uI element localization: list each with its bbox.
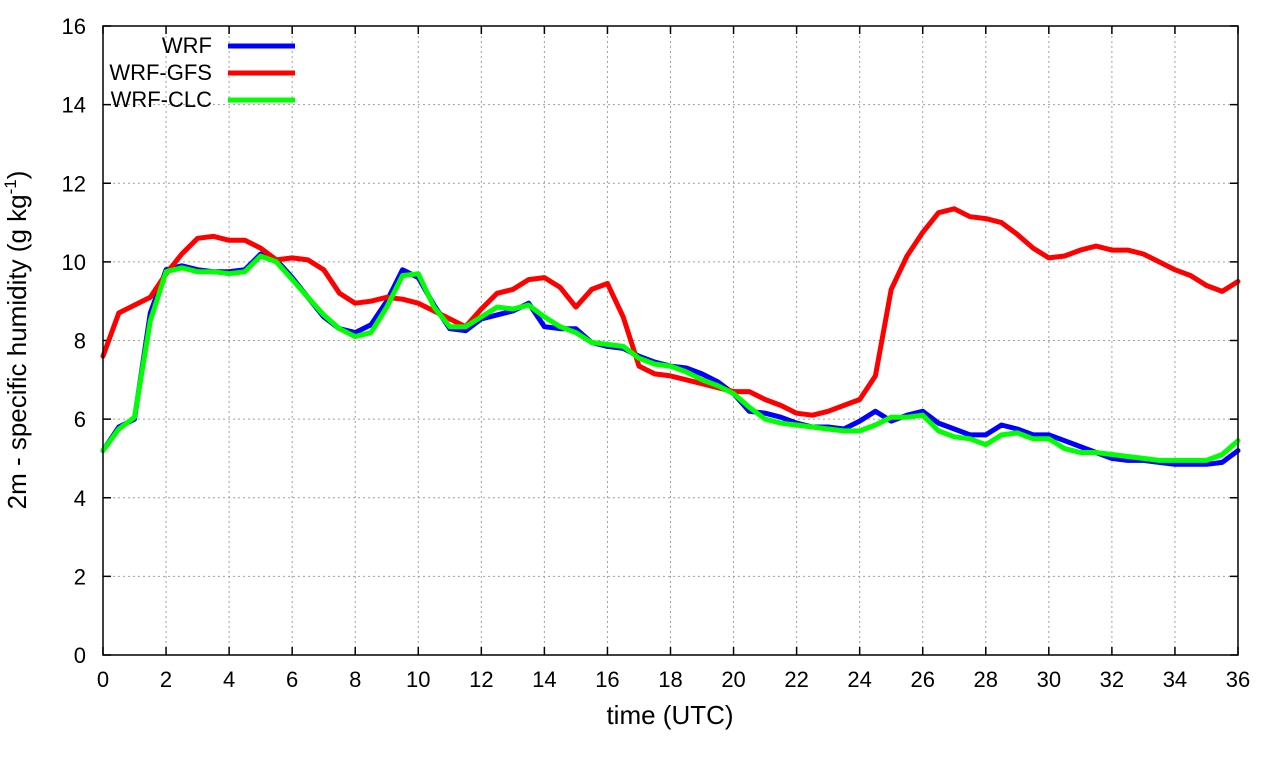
legend-label-wrf-gfs: WRF-GFS	[109, 60, 212, 85]
x-tick-label: 2	[160, 667, 172, 692]
legend-label-wrf-clc: WRF-CLC	[111, 87, 213, 112]
x-tick-label: 22	[784, 667, 808, 692]
y-tick-label: 16	[62, 14, 86, 39]
y-tick-label: 6	[74, 407, 86, 432]
y-tick-label: 2	[74, 564, 86, 589]
x-tick-label: 26	[910, 667, 934, 692]
y-axis-title-superscript: -1	[1, 179, 20, 194]
grid-lines	[103, 26, 1238, 655]
series-line-wrf-gfs	[100, 206, 1241, 418]
x-tick-label: 4	[223, 667, 235, 692]
x-tick-label: 8	[349, 667, 361, 692]
x-tick-label: 36	[1226, 667, 1250, 692]
x-tick-label: 34	[1163, 667, 1187, 692]
x-tick-label: 28	[974, 667, 998, 692]
y-tick-label: 10	[62, 250, 86, 275]
y-tick-label: 0	[74, 643, 86, 668]
x-tick-label: 10	[406, 667, 430, 692]
y-axis-title: 2m - specific humidity (g kg-1)	[1, 171, 32, 510]
x-tick-label: 30	[1037, 667, 1061, 692]
series-lines	[100, 206, 1241, 467]
x-tick-label: 18	[658, 667, 682, 692]
y-axis-title-main: 2m - specific humidity (g kg	[2, 194, 32, 509]
plot-frame	[102, 25, 1239, 656]
y-tick-label: 12	[62, 171, 86, 196]
x-tick-label: 16	[595, 667, 619, 692]
x-tick-label: 20	[721, 667, 745, 692]
x-tick-label: 14	[532, 667, 556, 692]
legend-label-wrf: WRF	[162, 33, 212, 58]
x-tick-label: 0	[97, 667, 109, 692]
x-axis-title: time (UTC)	[606, 700, 733, 730]
x-tick-label: 6	[286, 667, 298, 692]
x-tick-label: 32	[1100, 667, 1124, 692]
y-tick-label: 8	[74, 329, 86, 354]
y-tick-label: 14	[62, 93, 86, 118]
axis-ticks: 0 2 4 6 8 10 12 14 16 18 20 22 24 26 28 30 32 34 360246810…	[62, 14, 1251, 692]
y-axis-title-end: )	[2, 171, 32, 180]
x-tick-label: 24	[847, 667, 871, 692]
y-tick-label: 4	[74, 486, 86, 511]
series-line-wrf-clc	[100, 253, 1241, 463]
x-tick-label: 12	[469, 667, 493, 692]
